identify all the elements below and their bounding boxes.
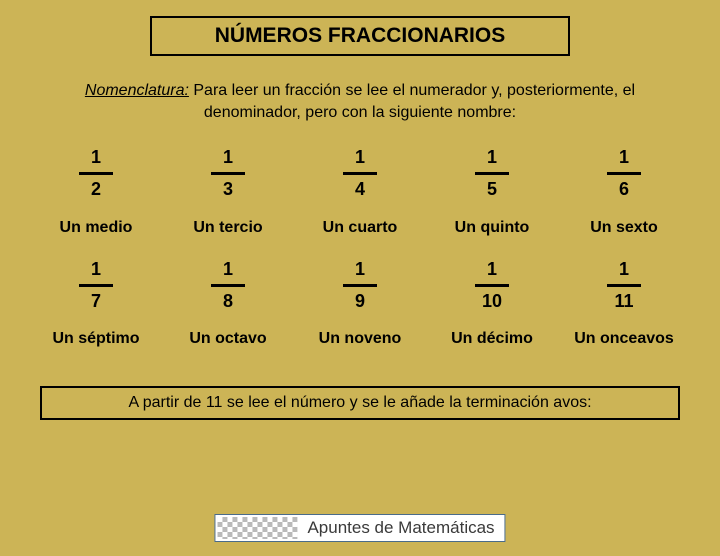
checker-icon: [217, 517, 297, 539]
fraction-bar: [79, 172, 113, 175]
fraction-numerator: 1: [223, 145, 233, 170]
note-box: A partir de 11 se lee el número y se le …: [40, 386, 680, 420]
fraction-numerator: 1: [487, 257, 497, 282]
fraction-denominator: 7: [91, 289, 101, 314]
subtitle: Nomenclatura: Para leer un fracción se l…: [80, 80, 640, 123]
fraction-denominator: 8: [223, 289, 233, 314]
fraction-numerator: 1: [91, 145, 101, 170]
fraction-cell: 1 3: [162, 145, 294, 202]
fraction-name: Un décimo: [426, 320, 558, 362]
fraction-bar: [211, 172, 245, 175]
subtitle-rest: Para leer un fracción se lee el numerado…: [189, 82, 635, 121]
fraction-cell: 1 11: [558, 257, 690, 314]
fraction-bar: [211, 284, 245, 287]
fraction-cell: 1 8: [162, 257, 294, 314]
subtitle-lead: Nomenclatura:: [85, 82, 189, 99]
fraction-denominator: 4: [355, 177, 365, 202]
note-text: A partir de 11 se lee el número y se le …: [128, 394, 591, 411]
fraction-denominator: 6: [619, 177, 629, 202]
fraction-cell: 1 9: [294, 257, 426, 314]
fraction-cell: 1 2: [30, 145, 162, 202]
fraction-name: Un medio: [30, 209, 162, 251]
footer-badge: Apuntes de Matemáticas: [214, 514, 505, 542]
fraction-cell: 1 10: [426, 257, 558, 314]
fraction-name: Un séptimo: [30, 320, 162, 362]
fraction-bar: [607, 172, 641, 175]
fraction-name: Un cuarto: [294, 209, 426, 251]
fraction-bar: [475, 284, 509, 287]
fraction-numerator: 1: [619, 145, 629, 170]
fraction-cell: 1 4: [294, 145, 426, 202]
fraction-bar: [79, 284, 113, 287]
fraction-name: Un octavo: [162, 320, 294, 362]
fraction-name: Un quinto: [426, 209, 558, 251]
fraction-cell: 1 7: [30, 257, 162, 314]
fraction-cell: 1 5: [426, 145, 558, 202]
fraction-denominator: 11: [614, 289, 633, 314]
footer-text: Apuntes de Matemáticas: [307, 518, 494, 538]
fraction-numerator: 1: [619, 257, 629, 282]
fraction-numerator: 1: [355, 257, 365, 282]
fraction-denominator: 9: [355, 289, 365, 314]
fraction-bar: [343, 172, 377, 175]
fraction-numerator: 1: [91, 257, 101, 282]
fraction-name: Un sexto: [558, 209, 690, 251]
fraction-numerator: 1: [223, 257, 233, 282]
fraction-bar: [607, 284, 641, 287]
fraction-numerator: 1: [487, 145, 497, 170]
fractions-grid: 1 2 1 3 1 4 1 5 1 6 Un medio Un tercio U…: [30, 145, 690, 362]
fraction-denominator: 3: [223, 177, 233, 202]
page-title-box: NÚMEROS FRACCIONARIOS: [150, 16, 570, 56]
page-title: NÚMEROS FRACCIONARIOS: [215, 24, 506, 47]
fraction-name: Un tercio: [162, 209, 294, 251]
fraction-bar: [475, 172, 509, 175]
fraction-name: Un noveno: [294, 320, 426, 362]
fraction-denominator: 10: [482, 289, 502, 314]
fraction-cell: 1 6: [558, 145, 690, 202]
fraction-numerator: 1: [355, 145, 365, 170]
fraction-name: Un onceavos: [558, 320, 690, 362]
fraction-bar: [343, 284, 377, 287]
fraction-denominator: 2: [91, 177, 101, 202]
fraction-denominator: 5: [487, 177, 497, 202]
